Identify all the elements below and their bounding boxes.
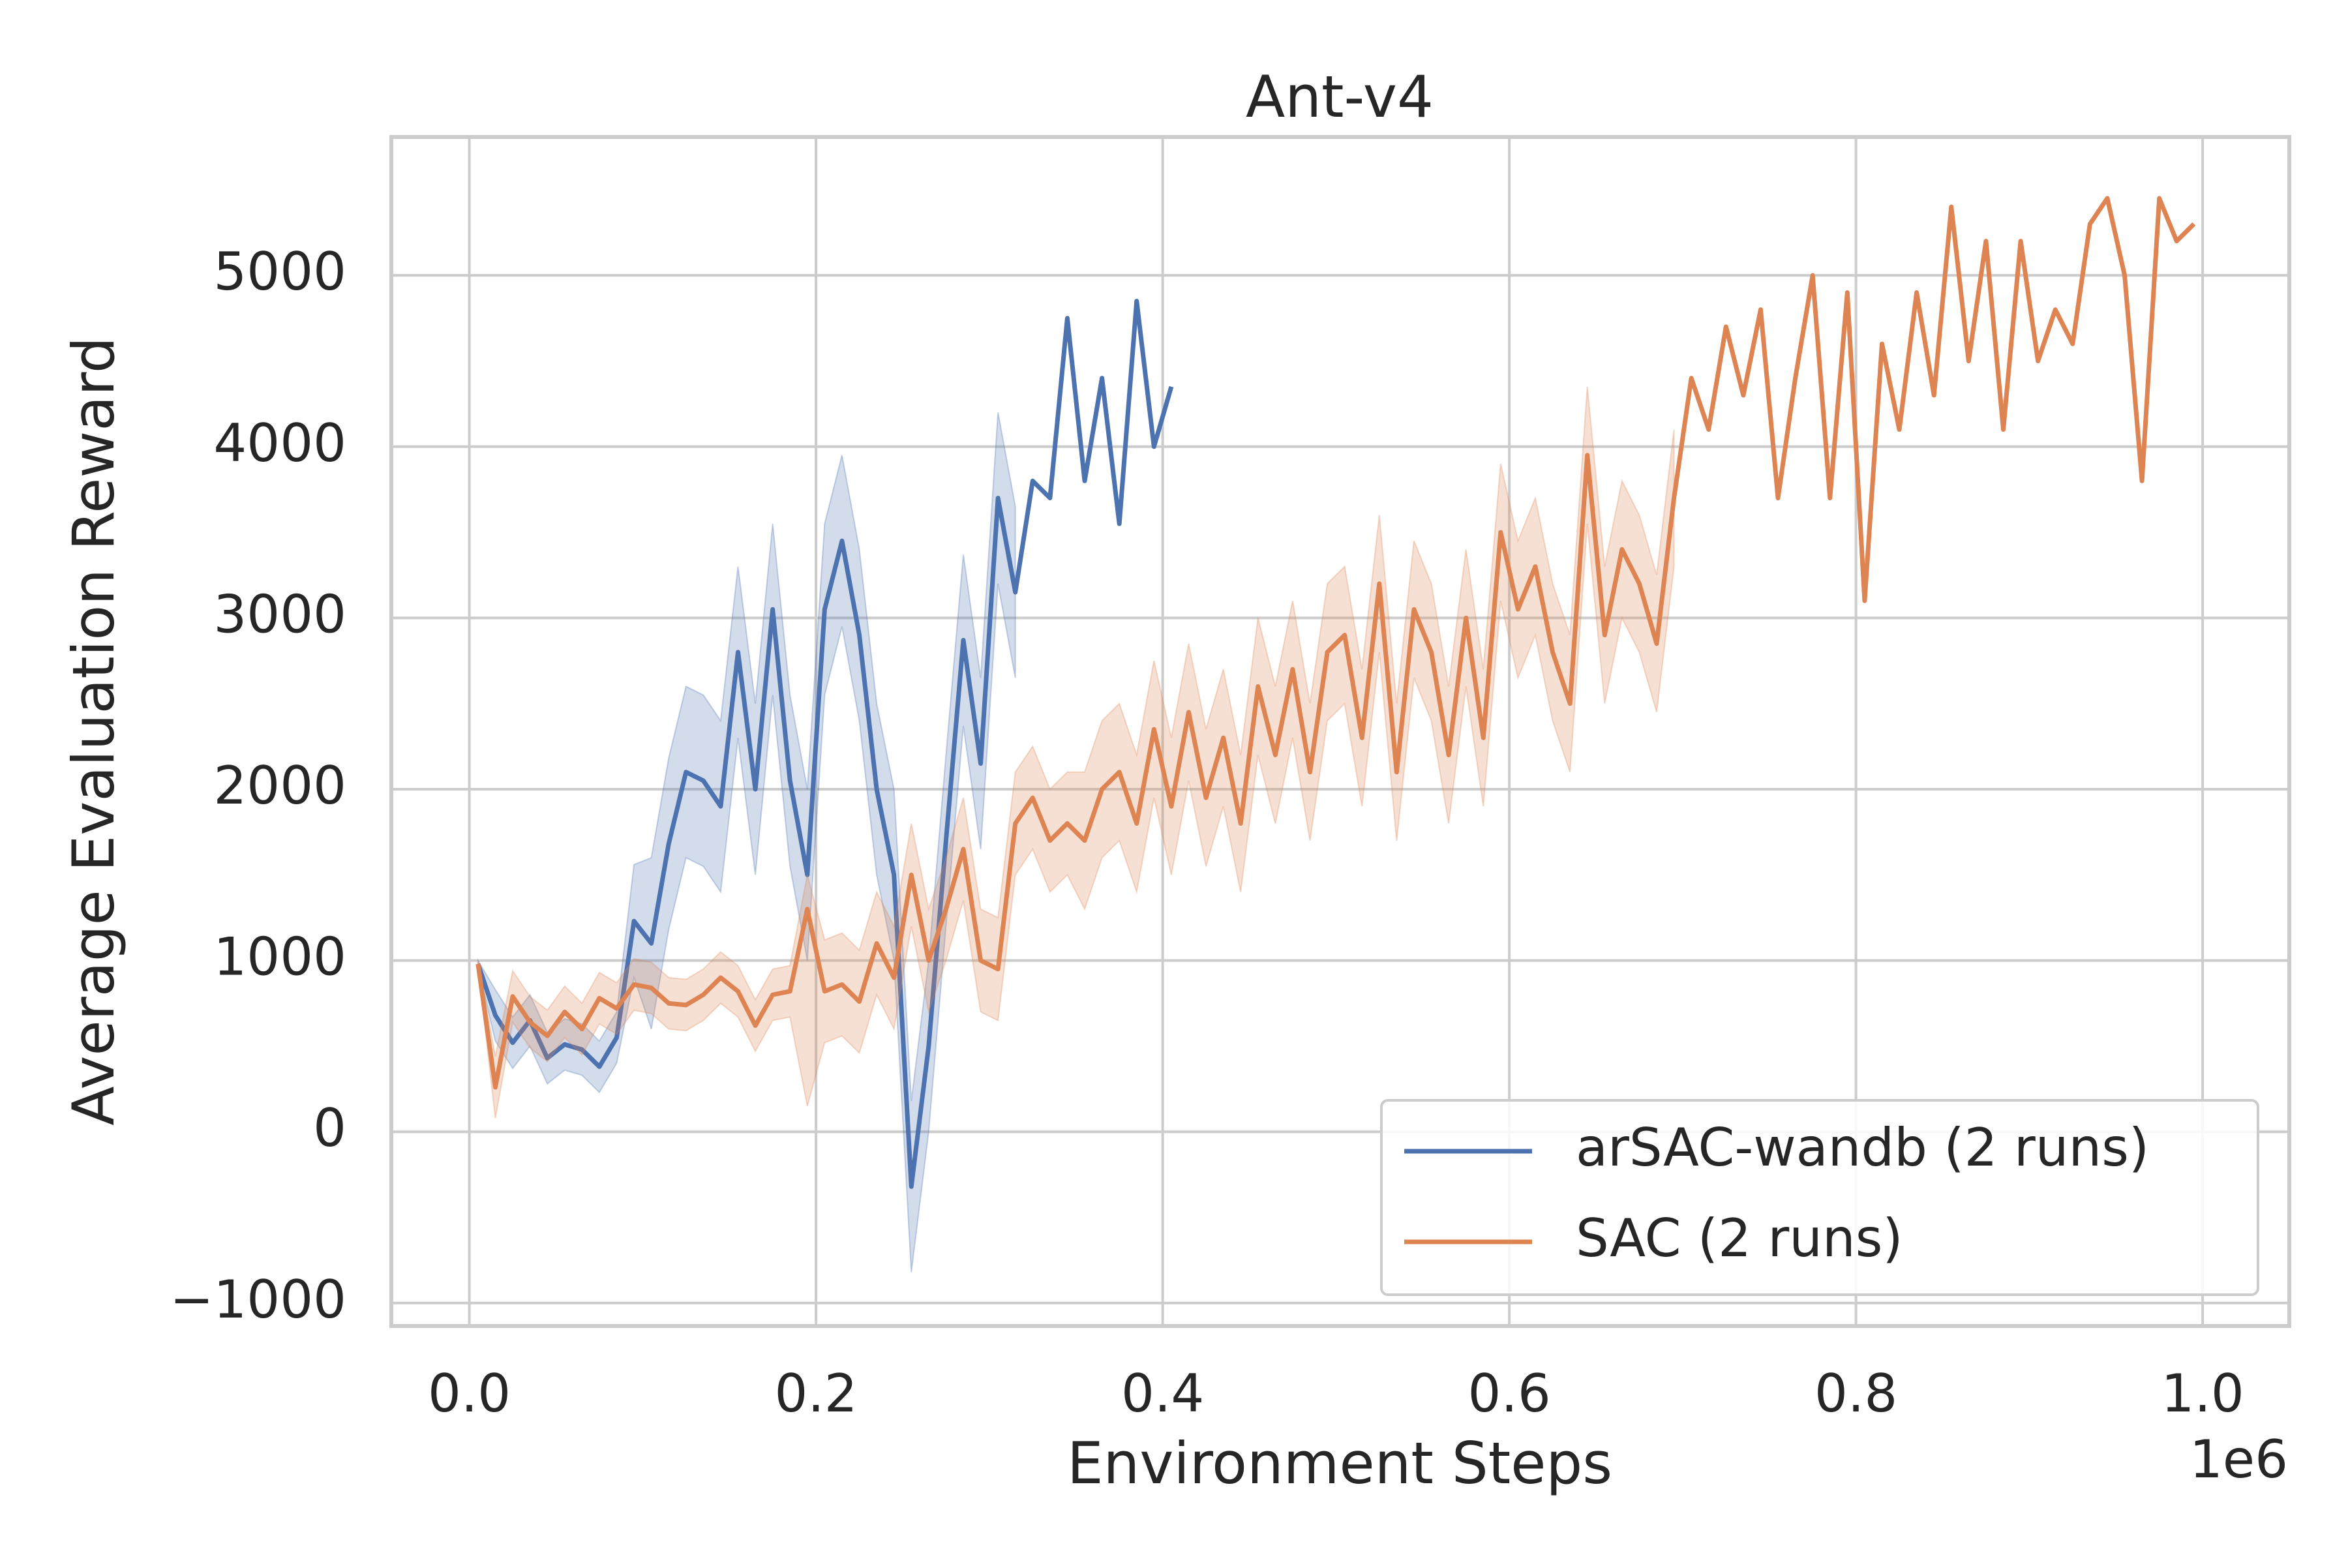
y-axis-label: Average Evaluation Reward [60, 337, 127, 1125]
y-tick-label: 4000 [213, 413, 346, 474]
confidence-band [477, 386, 1675, 1119]
y-tick-label: −1000 [170, 1269, 346, 1330]
y-tick-label: 5000 [213, 241, 346, 302]
series-line [475, 196, 2196, 1090]
legend-label: arSAC-wandb (2 runs) [1576, 1117, 2149, 1178]
x-tick-label: 0.6 [1468, 1363, 1550, 1424]
y-tick-label: 1000 [213, 927, 346, 988]
x-axis-label: Environment Steps [1067, 1430, 1612, 1497]
legend-box [1380, 1099, 2259, 1296]
series-line [475, 299, 1174, 1189]
chart-title: Ant-v4 [1246, 63, 1434, 130]
x-tick-label: 0.2 [774, 1363, 857, 1424]
x-tick-label: 0.4 [1121, 1363, 1204, 1424]
x-tick-label: 0.0 [428, 1363, 511, 1424]
confidence-band [477, 412, 1016, 1273]
x-offset-label: 1e6 [2190, 1429, 2288, 1490]
y-tick-label: 0 [313, 1098, 346, 1158]
y-tick-label: 2000 [213, 755, 346, 816]
x-tick-label: 0.8 [1814, 1363, 1897, 1424]
y-tick-label: 3000 [213, 584, 346, 644]
x-tick-label: 1.0 [2161, 1363, 2244, 1424]
legend-label: SAC (2 runs) [1576, 1208, 1903, 1269]
plot-frame [389, 135, 2291, 1328]
legend: arSAC-wandb (2 runs) SAC (2 runs) [1380, 1099, 2259, 1296]
